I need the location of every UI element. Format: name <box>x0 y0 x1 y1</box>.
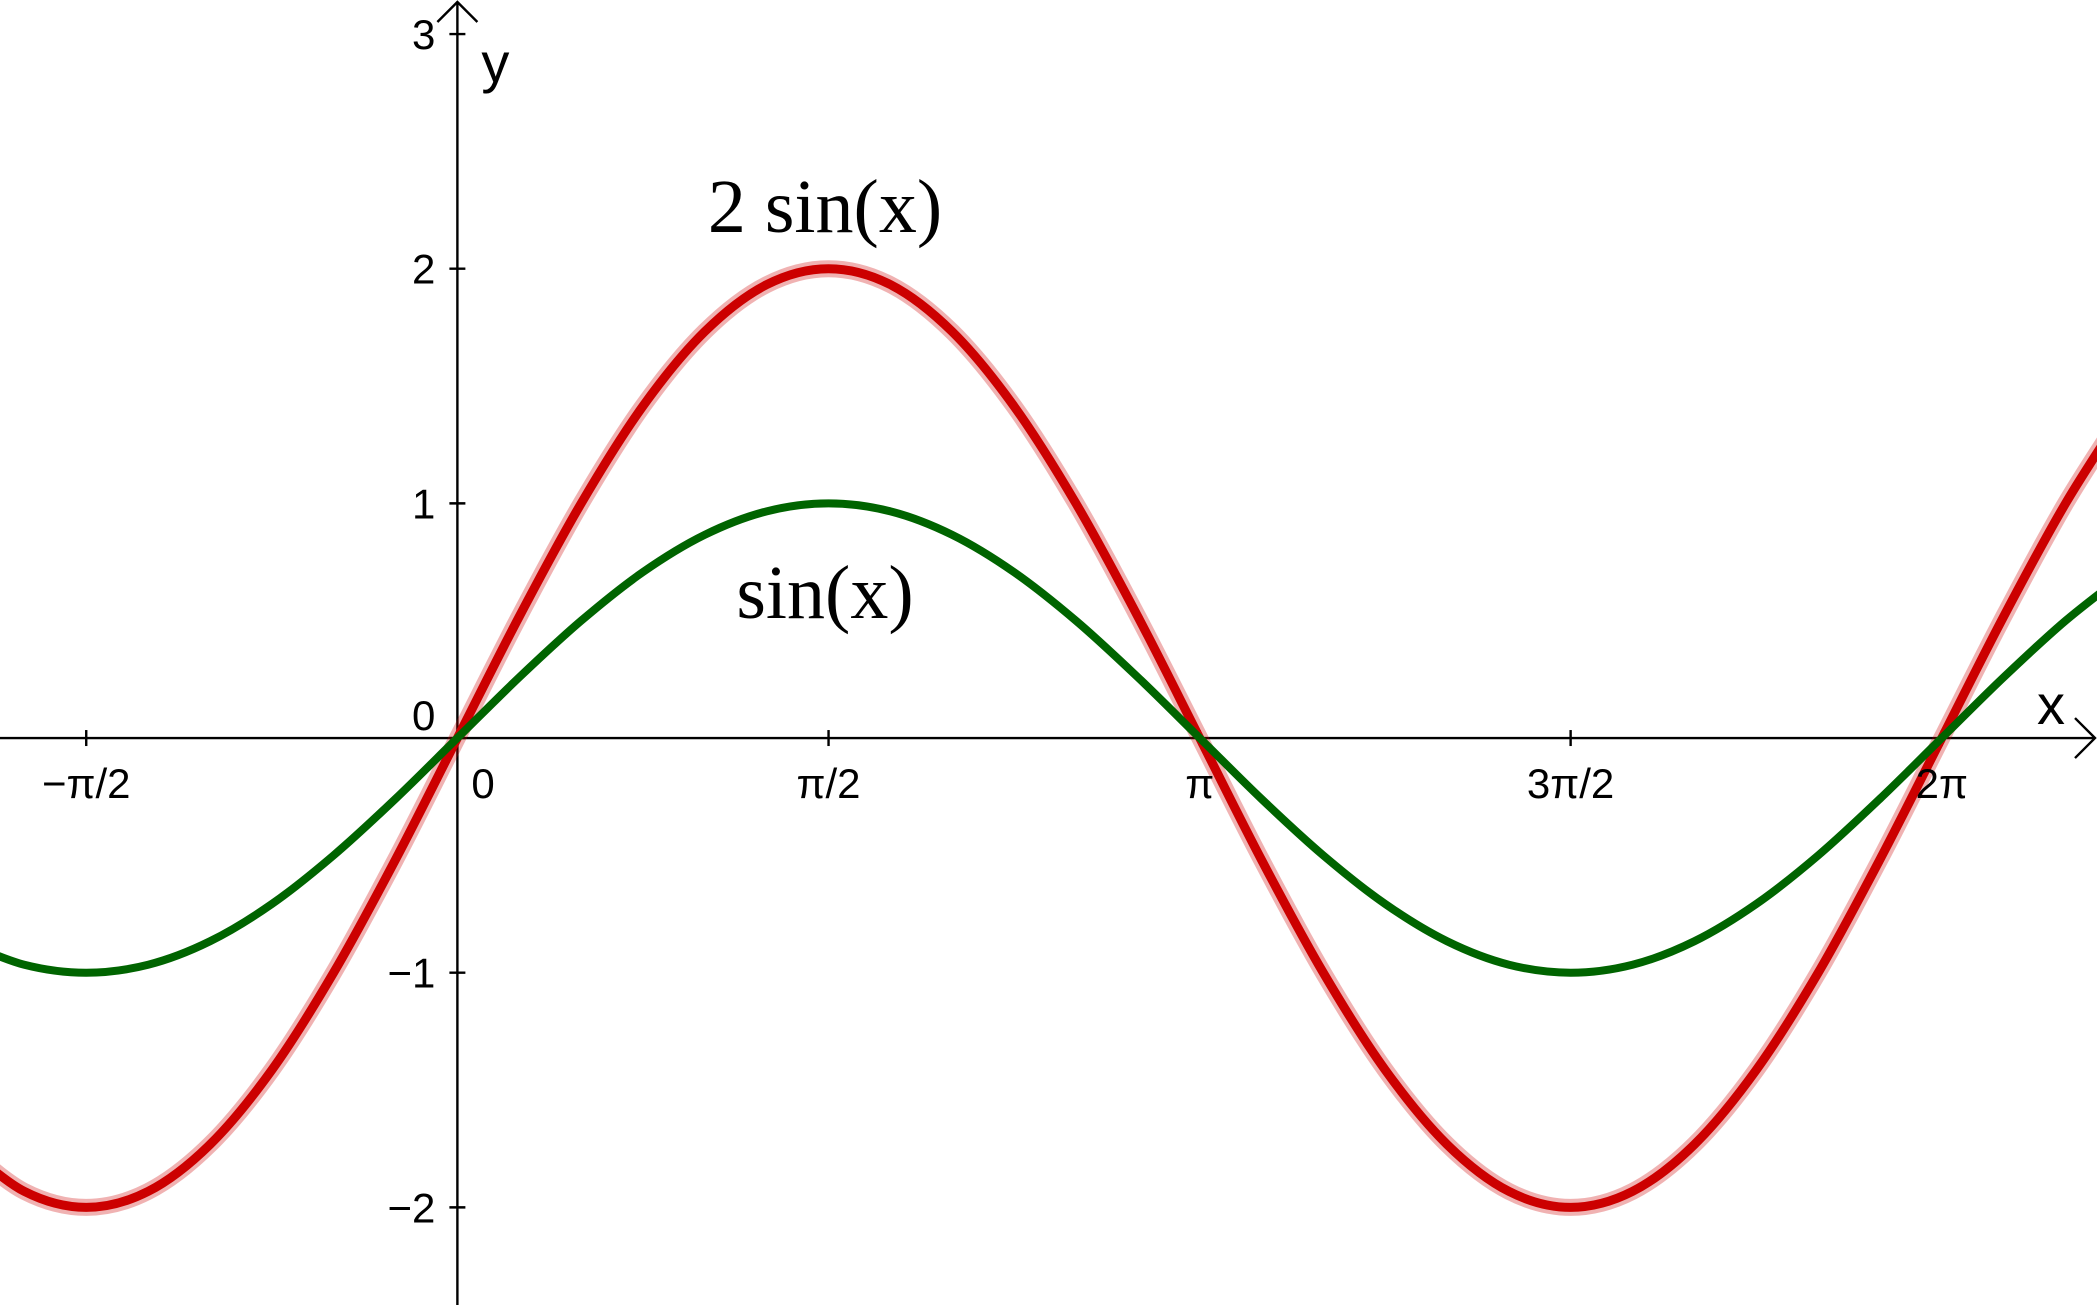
curves <box>0 260 2097 1216</box>
curve <box>0 499 2097 977</box>
y-tick-label: −2 <box>387 1184 435 1231</box>
y-tick-label: 2 <box>412 246 435 293</box>
x-tick-label: 3π/2 <box>1527 760 1614 807</box>
y-axis-label: y <box>481 31 509 94</box>
y-tick-label: 1 <box>412 480 435 527</box>
x-axis-label: x <box>2037 673 2065 736</box>
y-tick-label: 3 <box>412 11 435 58</box>
x-tick-label: −π/2 <box>42 760 131 807</box>
x-tick-label: π/2 <box>797 760 861 807</box>
x-tick-label: 2π <box>1916 760 1968 807</box>
curve <box>0 264 2097 1212</box>
x-axis-arrow <box>2074 717 2097 759</box>
series-label: sin(x) <box>736 551 913 635</box>
y-axis-arrow <box>436 0 479 23</box>
y-tick-label: 0 <box>412 692 435 739</box>
x-tick-label: 0 <box>471 760 494 807</box>
series-label: 2 sin(x) <box>708 165 942 249</box>
x-tick-label: π <box>1185 760 1214 807</box>
labels: x y −π/2 0 π/2 π 3π/2 2π −2 −1 0 1 2 3 2 sin(x) sin(x) <box>42 11 2065 1231</box>
y-tick-label: −1 <box>387 950 435 997</box>
